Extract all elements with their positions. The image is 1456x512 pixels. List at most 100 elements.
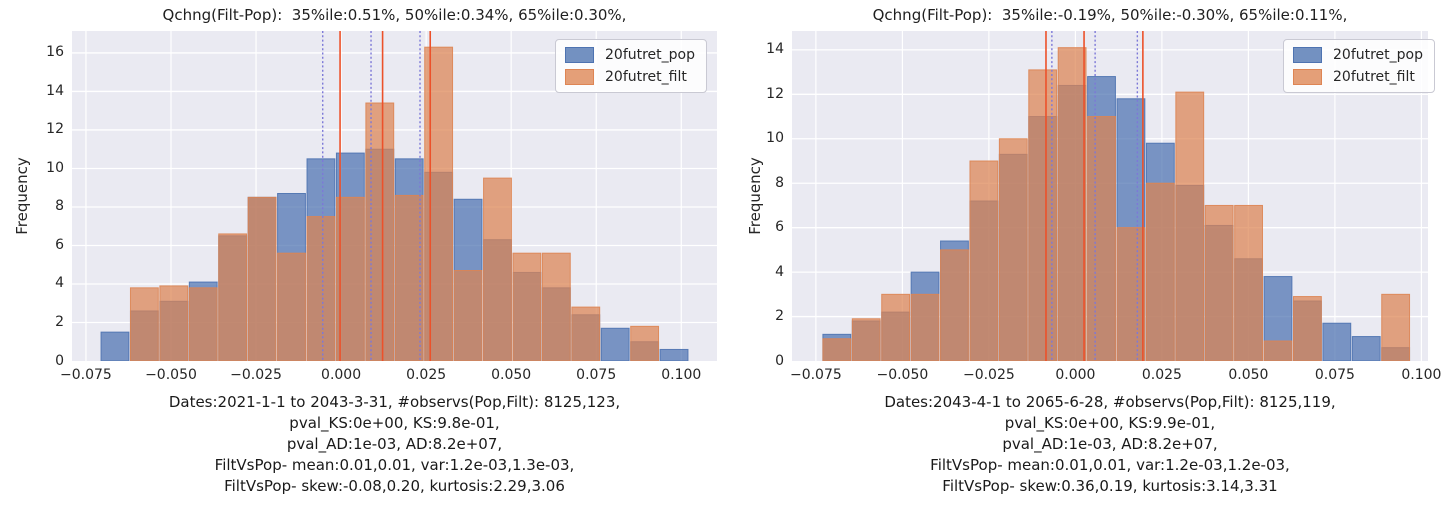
caption-line: pval_AD:1e-03, AD:8.2e+07,	[286, 435, 503, 453]
20futret_filt-bar	[453, 270, 483, 361]
histogram-figure-right: Qchng(Filt-Pop): 35%ile:-0.19%, 50%ile:-…	[728, 0, 1456, 512]
20futret_filt-bar	[1234, 204, 1263, 361]
y-tick-label: 12	[766, 85, 784, 102]
20futret_filt-bar	[1381, 293, 1411, 361]
stats-caption-left: Dates:2021-1-1 to 2043-3-31, #observs(Po…	[72, 392, 717, 497]
x-tick-label: −0.050	[876, 367, 929, 383]
20futret_filt-bar	[1116, 227, 1146, 361]
legend-left: 20futret_pop 20futret_filt	[555, 39, 707, 93]
y-tick-label: 8	[775, 174, 784, 191]
y-tick-label: 6	[55, 236, 64, 253]
20futret_pop-bar	[1322, 322, 1352, 361]
y-tick-label: 6	[775, 219, 784, 236]
y-tick-label: 14	[766, 41, 784, 58]
x-tick-label: −0.025	[230, 367, 282, 383]
legend-swatch-pop-icon	[1293, 47, 1322, 63]
y-tick-label: 16	[46, 44, 64, 61]
stats-caption-right: Dates:2043-4-1 to 2065-6-28, #observs(Po…	[792, 392, 1428, 497]
20futret_filt-bar	[335, 196, 365, 361]
caption-line: Dates:2043-4-1 to 2065-6-28, #observs(Po…	[884, 393, 1336, 411]
y-tick-label: 2	[775, 308, 784, 325]
20futret_filt-bar	[1057, 47, 1087, 361]
y-tick-label: 0	[775, 352, 784, 369]
legend-item-pop: 20futret_pop	[1293, 47, 1423, 63]
histogram-figure-left: Qchng(Filt-Pop): 35%ile:0.51%, 50%ile:0.…	[13, 6, 717, 497]
legend-swatch-filt-icon	[565, 69, 594, 85]
y-axis-label-left: Frequency	[13, 157, 31, 235]
caption-line: pval_KS:0e+00, KS:9.9e-01,	[1004, 414, 1216, 432]
x-tick-label: −0.075	[60, 367, 112, 383]
20futret_filt-bar	[483, 177, 512, 361]
20futret_filt-bar	[218, 233, 248, 361]
20futret_filt-bar	[998, 138, 1028, 361]
caption-line: FiltVsPop- skew:-0.08,0.20, kurtosis:2.2…	[224, 477, 565, 495]
20futret_filt-bar	[541, 252, 571, 361]
y-tick-label: 4	[55, 275, 64, 292]
x-tick-label: −0.050	[145, 367, 197, 383]
20futret_filt-bar	[630, 325, 660, 361]
x-tick-label: −0.025	[962, 367, 1015, 383]
x-tick-label: 0.025	[406, 367, 447, 383]
x-tick-label: 0.000	[1055, 367, 1096, 383]
x-tick-label: 0.100	[1401, 367, 1442, 383]
x-tick-label: −0.075	[789, 367, 842, 383]
y-tick-label: 12	[46, 121, 64, 138]
y-tick-label: 2	[55, 313, 64, 330]
20futret_filt-bar	[571, 306, 601, 361]
caption-line: FiltVsPop- skew:0.36,0.19, kurtosis:3.14…	[942, 477, 1278, 495]
y-tick-label: 8	[55, 198, 64, 215]
20futret_filt-bar	[1175, 91, 1205, 361]
chart-title-right: Qchng(Filt-Pop): 35%ile:-0.19%, 50%ile:-…	[872, 6, 1348, 24]
histogram-svg-right	[792, 31, 1428, 361]
x-tick-label: 0.100	[661, 367, 702, 383]
legend-swatch-filt-icon	[1293, 69, 1322, 85]
caption-line: FiltVsPop- mean:0.01,0.01, var:1.2e-03,1…	[214, 456, 575, 474]
x-tick-label: 0.050	[491, 367, 532, 383]
20futret_pop-bar	[1351, 336, 1381, 361]
histogram-svg-left	[72, 31, 717, 361]
y-tick-label: 14	[46, 82, 64, 99]
legend-right: 20futret_pop 20futret_filt	[1283, 39, 1435, 93]
legend-item-pop: 20futret_pop	[565, 47, 695, 63]
20futret_filt-bar	[365, 102, 395, 361]
caption-line: FiltVsPop- mean:0.01,0.01, var:1.2e-03,1…	[930, 456, 1290, 474]
20futret_filt-bar	[512, 252, 542, 361]
x-tick-label: 0.075	[576, 367, 617, 383]
20futret_filt-bar	[1145, 182, 1175, 361]
y-tick-label: 10	[766, 130, 784, 147]
20futret_filt-bar	[159, 285, 189, 361]
chart-title-left: Qchng(Filt-Pop): 35%ile:0.51%, 50%ile:0.…	[162, 6, 627, 24]
20futret_filt-bar	[277, 252, 306, 361]
20futret_pop-bar	[100, 331, 130, 361]
20futret_filt-bar	[910, 293, 940, 361]
20futret_filt-bar	[881, 293, 911, 361]
20futret_filt-bar	[1263, 340, 1293, 361]
20futret_filt-bar	[424, 46, 454, 361]
x-tick-label: 0.025	[1141, 367, 1182, 383]
y-tick-label: 10	[46, 159, 64, 176]
caption-line: pval_AD:1e-03, AD:8.2e+07,	[1002, 435, 1218, 453]
x-tick-label: 0.075	[1314, 367, 1355, 383]
legend-swatch-pop-icon	[565, 47, 594, 63]
20futret_filt-bar	[188, 287, 218, 361]
y-tick-label: 0	[55, 352, 64, 369]
20futret_filt-bar	[394, 194, 424, 361]
20futret_filt-bar	[1087, 116, 1116, 361]
20futret_filt-bar	[940, 249, 969, 361]
plot-area-right	[792, 31, 1428, 361]
legend-label-filt: 20futret_filt	[1333, 69, 1415, 85]
20futret_filt-bar	[1293, 296, 1322, 361]
y-tick-label: 4	[775, 263, 784, 280]
legend-label-filt: 20futret_filt	[605, 69, 687, 85]
caption-line: pval_KS:0e+00, KS:9.8e-01,	[289, 414, 500, 432]
20futret_filt-bar	[969, 160, 999, 361]
20futret_pop-bar	[600, 327, 630, 361]
20futret_filt-bar	[306, 216, 336, 361]
legend-label-pop: 20futret_pop	[605, 47, 695, 63]
caption-line: Dates:2021-1-1 to 2043-3-31, #observs(Po…	[168, 393, 621, 411]
legend-item-filt: 20futret_filt	[565, 69, 695, 85]
x-tick-label: 0.000	[321, 367, 362, 383]
legend-item-filt: 20futret_filt	[1293, 69, 1423, 85]
legend-label-pop: 20futret_pop	[1333, 47, 1423, 63]
